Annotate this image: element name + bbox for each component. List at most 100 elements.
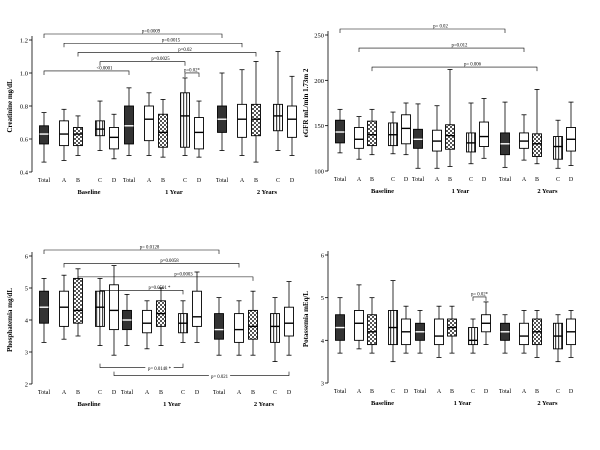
p-value-label: p=0.0025 xyxy=(151,57,170,62)
p-value-label: p=0.0501 * xyxy=(149,286,171,291)
p-value-label: p=0.0009 xyxy=(142,30,161,35)
box-1-year-d xyxy=(194,100,204,158)
x-tick-label: Total xyxy=(412,177,425,183)
y-tick-label: 3 xyxy=(25,350,28,357)
box-baseline-c xyxy=(388,111,398,155)
significance-bracket: p= 0.02* xyxy=(471,292,489,301)
box-baseline-d xyxy=(401,102,411,156)
box-1-year-c xyxy=(180,77,190,156)
group-label: 2 Years xyxy=(537,400,558,407)
box-body xyxy=(234,313,244,343)
box-2-years-total xyxy=(217,72,227,151)
x-tick-label: C xyxy=(273,390,277,396)
x-tick-label: A xyxy=(437,389,442,395)
box-2-years-c xyxy=(553,314,563,363)
box-body xyxy=(519,322,529,346)
box-2-years-c xyxy=(553,119,563,169)
box-body xyxy=(95,290,105,327)
x-tick-label: A xyxy=(145,390,150,396)
x-tick-label: Total xyxy=(213,390,226,396)
group-label: 1 Year xyxy=(165,189,183,196)
x-tick-label: Total xyxy=(414,389,427,395)
x-tick-label: A xyxy=(357,389,362,395)
y-tick-label: 0.8 xyxy=(20,104,28,111)
y-tick-label: 1.2 xyxy=(20,38,28,45)
y-tick-label: 5 xyxy=(321,295,324,302)
significance-bracket: p=0.0058 xyxy=(63,259,240,268)
group-label: Baseline xyxy=(77,189,100,196)
box-body xyxy=(367,314,377,346)
box-baseline-b xyxy=(73,115,83,156)
significance-bracket: p= 0.02 xyxy=(339,25,506,33)
box-body xyxy=(180,92,190,148)
x-tick-label: D xyxy=(569,177,574,183)
box-2-years-d xyxy=(566,101,576,166)
x-tick-label: D xyxy=(484,389,489,395)
box-2-years-b xyxy=(532,89,542,165)
p-value-label: p=0.0003 xyxy=(174,272,193,277)
y-tick-label: 5 xyxy=(25,286,28,293)
significance-bracket: p= 0.0128 xyxy=(43,246,220,254)
y-tick-label: 0.6 xyxy=(20,137,29,144)
x-tick-label: A xyxy=(435,177,440,183)
y-tick-label: 250 xyxy=(314,33,324,40)
phosphatemia-chart: 2 3 4 5 6 Phosphatemia mg/dL Total A B C D Baseline… xyxy=(6,246,294,408)
box-baseline-a xyxy=(59,108,69,161)
group-label: 1 Year xyxy=(163,401,181,408)
x-tick-label: B xyxy=(76,390,80,396)
x-tick-label: C xyxy=(556,177,560,183)
x-tick-label: A xyxy=(62,390,67,396)
box-body xyxy=(273,103,283,132)
box-1-year-b xyxy=(156,287,166,347)
bracket-line xyxy=(113,371,290,376)
significance-bracket: p=0.0003 xyxy=(77,272,254,281)
box-2-years-a xyxy=(519,114,529,161)
y-tick-label: 3 xyxy=(321,381,324,388)
x-tick-label: C xyxy=(471,389,475,395)
x-tick-label: Total xyxy=(38,178,51,184)
x-tick-label: C xyxy=(391,389,395,395)
box-body xyxy=(39,125,49,145)
p-value-label: p= 0.006 xyxy=(464,63,482,68)
box-baseline-a xyxy=(354,116,364,160)
group-label: Baseline xyxy=(371,188,394,195)
x-tick-label: B xyxy=(76,178,80,184)
y-axis-label: eGFR mL/min 1.73m 2 xyxy=(302,68,310,137)
box-1-year-d xyxy=(479,98,489,159)
box-baseline-a xyxy=(354,284,364,350)
y-tick-label: 1.0 xyxy=(20,71,28,78)
group-label: Baseline xyxy=(371,400,394,407)
y-tick-label: 200 xyxy=(314,78,324,85)
bracket-line xyxy=(99,290,184,295)
box-body xyxy=(367,120,377,147)
box-2-years-total xyxy=(500,101,510,168)
box-1-year-a xyxy=(144,92,154,156)
x-tick-label: C xyxy=(276,178,280,184)
box-2-years-c xyxy=(273,51,283,151)
box-1-year-b xyxy=(158,99,168,158)
x-tick-label: B xyxy=(370,177,374,183)
bracket-line xyxy=(43,33,223,38)
x-tick-label: Total xyxy=(38,390,51,396)
significance-bracket: p= 0.0148 * xyxy=(99,363,184,372)
x-tick-label: Total xyxy=(334,177,347,183)
box-baseline-d xyxy=(109,113,119,160)
x-tick-label: D xyxy=(569,389,574,395)
box-body xyxy=(95,120,105,137)
y-tick-label: 150 xyxy=(314,123,324,130)
box-body xyxy=(194,117,204,150)
box-body xyxy=(532,133,542,157)
y-tick-label: 6 xyxy=(321,253,325,260)
box-1-year-c xyxy=(466,102,476,165)
box-body xyxy=(401,114,411,145)
box-body xyxy=(73,277,83,324)
box-body xyxy=(354,127,364,149)
significance-bracket: p=0.02* xyxy=(184,68,201,77)
x-tick-label: B xyxy=(370,389,374,395)
box-body xyxy=(434,318,444,346)
box-baseline-b xyxy=(367,297,377,354)
x-tick-label: Total xyxy=(121,390,134,396)
x-tick-label: D xyxy=(112,390,117,396)
box-body xyxy=(270,313,280,343)
bracket-line xyxy=(63,42,243,48)
